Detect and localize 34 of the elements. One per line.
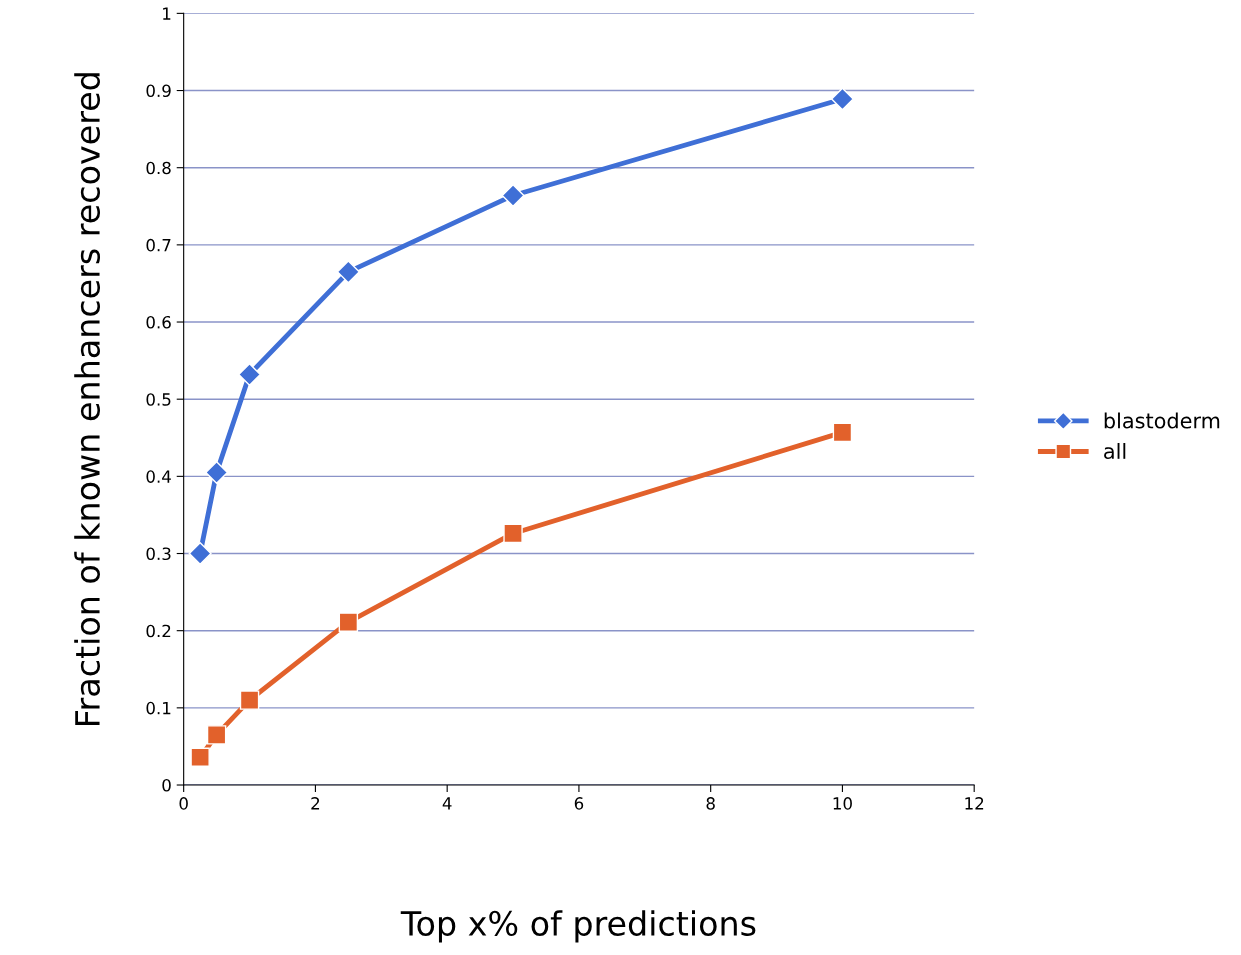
x-tick-label: 8 — [706, 797, 715, 810]
legend-label: all — [1104, 442, 1126, 460]
point — [205, 460, 229, 484]
x-tick-label: 4 — [442, 797, 452, 810]
point — [206, 725, 227, 745]
y-tick-label: 0 — [162, 778, 171, 792]
y-tick-label: 0.6 — [146, 315, 171, 329]
point — [336, 260, 360, 284]
point — [830, 87, 854, 111]
point — [832, 422, 853, 443]
point — [238, 362, 262, 386]
y-tick-label: 0.9 — [146, 84, 171, 98]
y-tick-label: 0.1 — [146, 701, 171, 715]
y-tick-label: 0.3 — [146, 547, 171, 561]
x-tick-label: 12 — [965, 797, 984, 810]
y-tick-label: 0.5 — [146, 393, 171, 406]
point — [503, 523, 523, 544]
legend-label: blastoderm — [1104, 412, 1220, 429]
x-tick-label: 2 — [311, 797, 320, 810]
x-tick-label: 6 — [574, 797, 584, 810]
y-axis-title: Fraction of known enhancers recovered — [74, 73, 101, 725]
x-axis-title: Top x% of predictions — [400, 910, 756, 943]
point — [501, 183, 525, 207]
point — [190, 747, 210, 767]
y-tick-label: 0.2 — [146, 624, 171, 638]
y-tick-label: 0.8 — [146, 161, 171, 175]
y-tick-label: 0.4 — [146, 470, 171, 483]
point — [188, 542, 212, 566]
x-tick-label: 10 — [833, 797, 852, 810]
y-tick-label: 1 — [163, 7, 171, 20]
y-tick-label: 0.7 — [146, 238, 171, 252]
point — [239, 690, 260, 710]
x-tick-label: 0 — [179, 797, 188, 810]
point — [338, 612, 359, 632]
